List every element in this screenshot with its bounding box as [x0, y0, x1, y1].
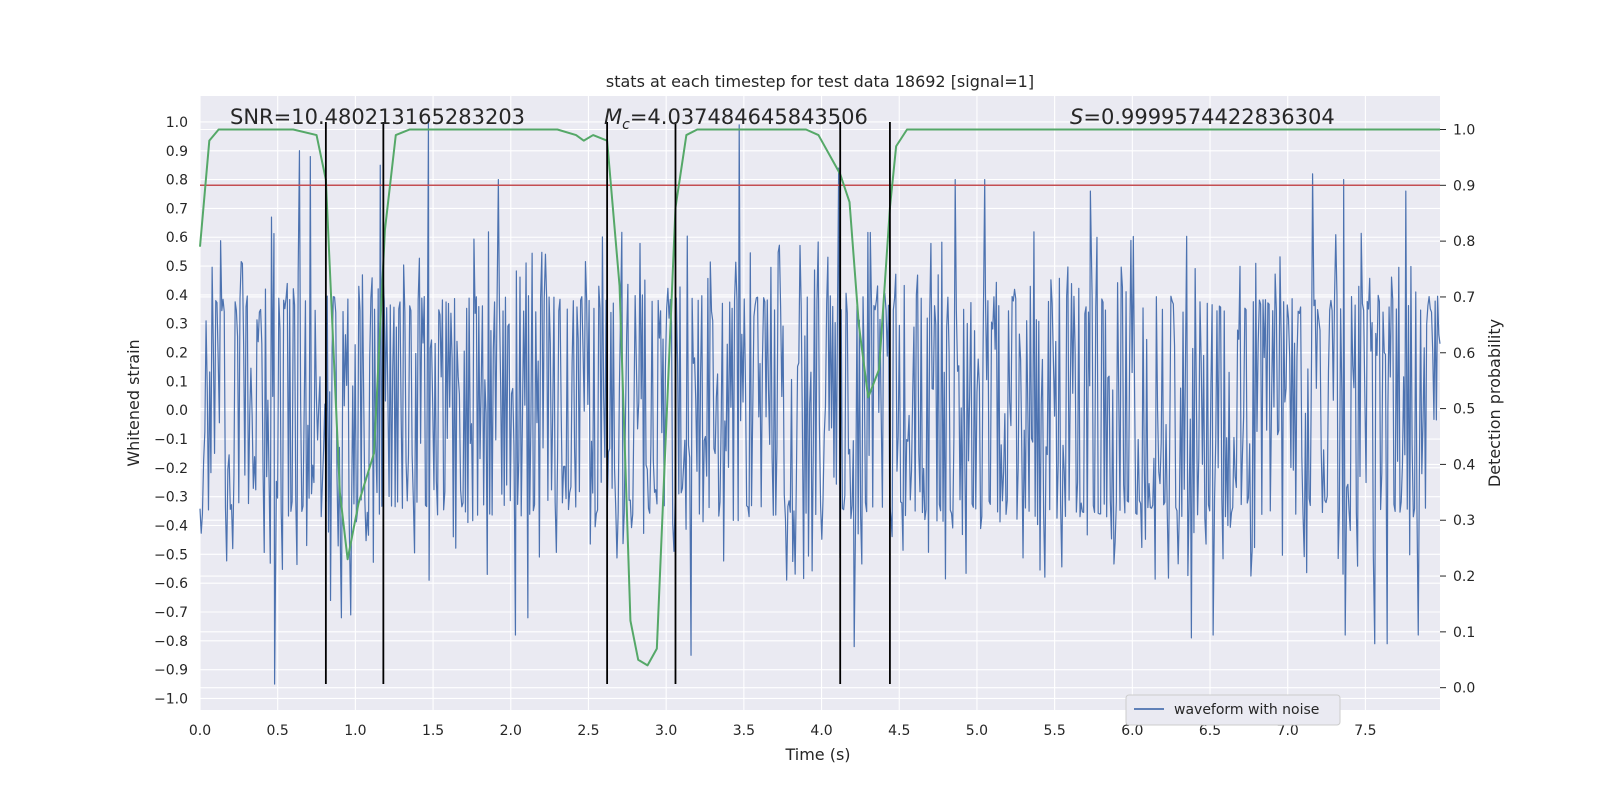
chart-title: stats at each timestep for test data 186…: [606, 72, 1034, 91]
y-tick-label: −0.2: [154, 461, 188, 477]
score-annotation: S=0.9999574422836304: [1070, 105, 1335, 129]
y2-tick-label: 0.1: [1453, 625, 1475, 641]
detection-probability-line: [199, 128, 1440, 667]
x-tick-label: 5.0: [966, 723, 988, 739]
y-tick-label: 0.0: [166, 403, 188, 419]
y2-tick-label: 0.9: [1453, 178, 1475, 194]
marker-layer: [324, 121, 891, 685]
y-tick-label: −0.6: [154, 576, 188, 592]
x-tick-label: 6.0: [1121, 723, 1143, 739]
chirp-mass-symbol: M: [604, 105, 622, 129]
legend-box: [1125, 694, 1341, 726]
y-tick-label: −1.0: [154, 691, 188, 707]
y-tick-label: −0.9: [154, 663, 188, 679]
waveform-line: [199, 121, 1441, 685]
x-tick-label: 6.5: [1199, 723, 1221, 739]
axes-layer: 0.0 0.5 1.0 1.5 2.0 2.5 3.0 3.5 4.0 4.5 5.0 5.5 6.0 6…: [154, 115, 1475, 739]
y2-tick-label: 1.0: [1453, 122, 1475, 138]
y-tick-label: 1.0: [166, 115, 188, 131]
legend-label: waveform with noise: [1174, 702, 1319, 718]
y2-tick-label: 0.2: [1453, 569, 1475, 585]
x-tick-label: 4.5: [888, 723, 910, 739]
y2-axis-label: Detection probability: [1485, 319, 1504, 487]
chirp-mass-subscript: c: [622, 117, 630, 133]
y2-tick-label: 0.4: [1453, 457, 1475, 473]
score-symbol: S: [1070, 105, 1083, 129]
y-tick-label: −0.1: [154, 432, 188, 448]
plot-background: [200, 96, 1440, 710]
x-tick-label: 7.5: [1354, 723, 1376, 739]
y2-tick-label: 0.6: [1453, 346, 1475, 362]
y-tick-label: −0.5: [154, 547, 188, 563]
x-tick-label: 0.5: [267, 723, 289, 739]
y-tick-label: 0.3: [166, 317, 188, 333]
probability-layer: [199, 128, 1440, 667]
y2-tick-label: 0.3: [1453, 513, 1475, 529]
y-tick-label: 0.6: [166, 230, 188, 246]
x-axis-label: Time (s): [784, 745, 850, 764]
x-tick-label: 3.5: [733, 723, 755, 739]
y-tick-label: 0.9: [166, 144, 188, 160]
chirp-mass-annotation: Mc=4.037484645843506: [604, 105, 868, 133]
waveform-layer: [199, 121, 1441, 685]
x-tick-label: 2.5: [577, 723, 599, 739]
y-tick-label: 0.4: [166, 288, 188, 304]
x-tick-label: 0.0: [189, 723, 211, 739]
x-tick-label: 2.0: [500, 723, 522, 739]
y-tick-label: −0.4: [154, 519, 188, 535]
legend: waveform with noise: [1125, 694, 1341, 726]
x-tick-label: 3.0: [655, 723, 677, 739]
y-tick-label: −0.8: [154, 634, 188, 650]
x-tick-label: 7.0: [1277, 723, 1299, 739]
x-tick-label: 1.0: [344, 723, 366, 739]
snr-annotation: SNR=10.480213165283203: [230, 105, 525, 129]
y-tick-label: 0.5: [166, 259, 188, 275]
y-tick-label: 0.8: [166, 173, 188, 189]
y-tick-label: 0.1: [166, 374, 188, 390]
y2-tick-label: 0.0: [1453, 681, 1475, 697]
y2-tick-label: 0.7: [1453, 290, 1475, 306]
y-tick-label: 0.7: [166, 201, 188, 217]
y2-tick-label: 0.5: [1453, 402, 1475, 418]
score-value: =0.9999574422836304: [1083, 105, 1334, 129]
x-tick-label: 4.0: [810, 723, 832, 739]
y2-tick-label: 0.8: [1453, 234, 1475, 250]
y-tick-label: 0.2: [166, 346, 188, 362]
y-tick-label: −0.3: [154, 490, 188, 506]
x-tick-label: 5.5: [1044, 723, 1066, 739]
y-axis-label: Whitened strain: [124, 339, 143, 466]
chirp-mass-value: =4.037484645843506: [630, 105, 868, 129]
y-tick-label: −0.7: [154, 605, 188, 621]
x-tick-label: 1.5: [422, 723, 444, 739]
